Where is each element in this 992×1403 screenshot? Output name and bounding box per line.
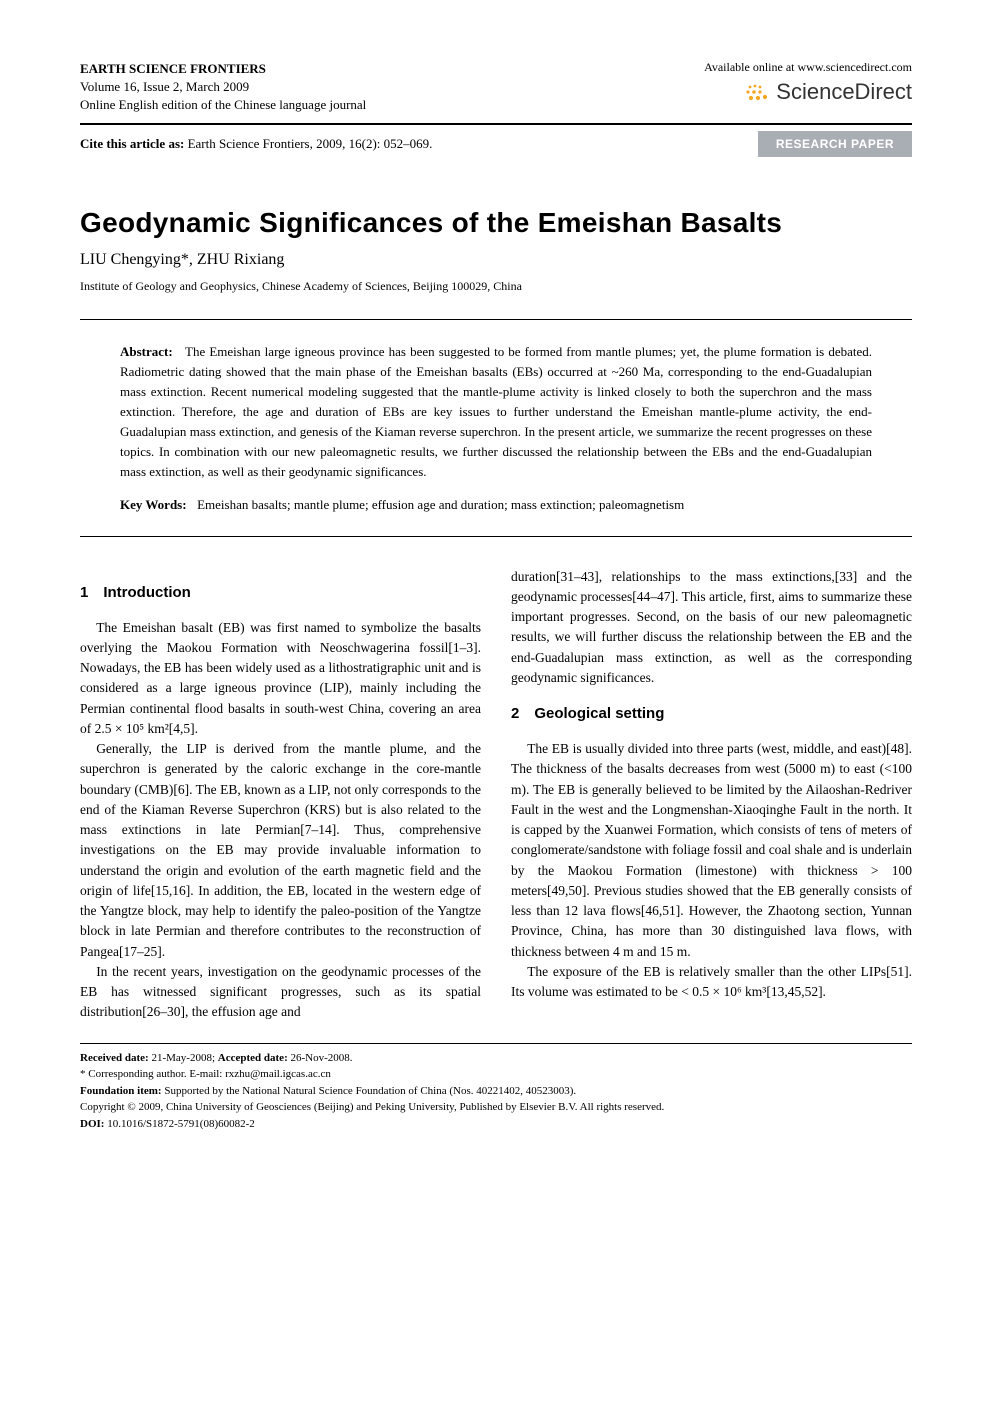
doi-line: DOI: 10.1016/S1872-5791(08)60082-2 — [80, 1116, 912, 1133]
right-column: duration[31–43], relationships to the ma… — [511, 567, 912, 1023]
doi-label: DOI: — [80, 1118, 104, 1130]
accepted-label: Accepted date: — [218, 1052, 288, 1064]
cite-value: Earth Science Frontiers, 2009, 16(2): 05… — [184, 136, 432, 151]
keywords-label: Key Words: — [120, 497, 187, 512]
section-2-paragraph-2: The exposure of the EB is relatively sma… — [511, 962, 912, 1003]
section-1-paragraph-3-continued: duration[31–43], relationships to the ma… — [511, 567, 912, 689]
abstract-label: Abstract: — [120, 344, 173, 359]
foundation-text: Supported by the National Natural Scienc… — [162, 1085, 577, 1097]
available-online-text: Available online at www.sciencedirect.co… — [704, 60, 912, 75]
copyright-line: Copyright © 2009, China University of Ge… — [80, 1099, 912, 1116]
received-accepted-dates: Received date: 21-May-2008; Accepted dat… — [80, 1050, 912, 1067]
section-2-paragraph-1: The EB is usually divided into three par… — [511, 739, 912, 962]
journal-name: EARTH SCIENCE FRONTIERS — [80, 60, 366, 78]
doi-value: 10.1016/S1872-5791(08)60082-2 — [104, 1118, 254, 1130]
citation-text: Cite this article as: Earth Science Fron… — [80, 136, 432, 152]
cite-label: Cite this article as: — [80, 136, 184, 151]
abstract-box: Abstract: The Emeishan large igneous pro… — [80, 319, 912, 537]
author-list: LIU Chengying*, ZHU Rixiang — [80, 251, 912, 269]
left-column: 1 Introduction The Emeishan basalt (EB) … — [80, 567, 481, 1023]
received-date: 21-May-2008; — [149, 1052, 218, 1064]
journal-edition: Online English edition of the Chinese la… — [80, 96, 366, 114]
citation-bar: Cite this article as: Earth Science Fron… — [80, 123, 912, 157]
research-paper-badge: RESEARCH PAPER — [758, 131, 912, 157]
received-label: Received date: — [80, 1052, 149, 1064]
section-1-paragraph-1: The Emeishan basalt (EB) was first named… — [80, 618, 481, 740]
author-affiliation: Institute of Geology and Geophysics, Chi… — [80, 279, 912, 294]
foundation-item: Foundation item: Supported by the Nation… — [80, 1083, 912, 1100]
keywords-text: Emeishan basalts; mantle plume; effusion… — [197, 497, 684, 512]
foundation-label: Foundation item: — [80, 1085, 162, 1097]
body-columns: 1 Introduction The Emeishan basalt (EB) … — [80, 567, 912, 1023]
sciencedirect-dots-icon — [744, 83, 772, 103]
section-1-paragraph-2: Generally, the LIP is derived from the m… — [80, 739, 481, 962]
journal-volume-issue: Volume 16, Issue 2, March 2009 — [80, 78, 366, 96]
footnotes: Received date: 21-May-2008; Accepted dat… — [80, 1050, 912, 1133]
sciencedirect-logo: ScienceDirect — [704, 79, 912, 105]
section-2-heading: 2 Geological setting — [511, 702, 912, 723]
section-1-heading: 1 Introduction — [80, 581, 481, 602]
article-title: Geodynamic Significances of the Emeishan… — [80, 207, 912, 239]
online-availability-block: Available online at www.sciencedirect.co… — [704, 60, 912, 105]
journal-info-block: EARTH SCIENCE FRONTIERS Volume 16, Issue… — [80, 60, 366, 115]
section-1-paragraph-3: In the recent years, investigation on th… — [80, 962, 481, 1023]
abstract-text: The Emeishan large igneous province has … — [120, 344, 872, 480]
corresponding-author: * Corresponding author. E-mail: rxzhu@ma… — [80, 1066, 912, 1083]
keywords-row: Key Words: Emeishan basalts; mantle plum… — [120, 497, 872, 514]
abstract-paragraph: Abstract: The Emeishan large igneous pro… — [120, 342, 872, 483]
accepted-date: 26-Nov-2008. — [288, 1052, 353, 1064]
footer-rule — [80, 1043, 912, 1044]
journal-header: EARTH SCIENCE FRONTIERS Volume 16, Issue… — [80, 60, 912, 115]
sciencedirect-brand-text: ScienceDirect — [776, 79, 912, 104]
